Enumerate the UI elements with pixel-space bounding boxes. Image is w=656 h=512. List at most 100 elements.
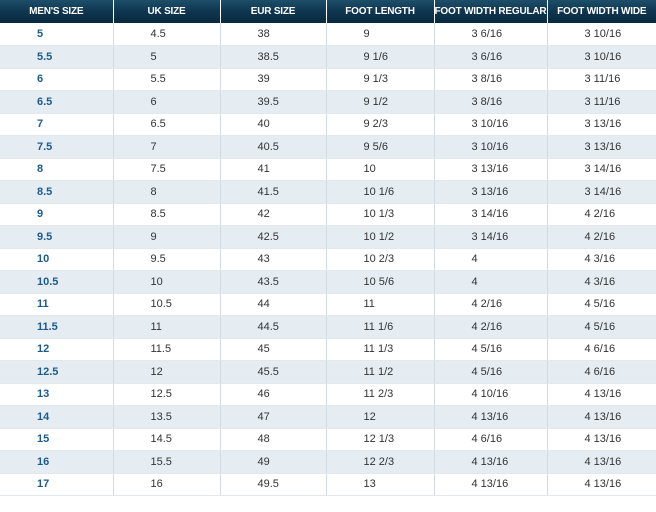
cell-mens-size: 12 — [0, 338, 114, 361]
cell-eur-size: 43 — [220, 248, 327, 271]
cell-mens-size: 16 — [0, 450, 114, 474]
cell-foot-width-wide: 4 5/16 — [547, 315, 656, 339]
table-body: 5 4.5 38 9 3 6/16 3 10/16 5.5 5 38.5 9 1/6 3 6/16 3… — [0, 23, 656, 496]
cell-uk-size: 10.5 — [113, 293, 221, 316]
cell-mens-size: 10.5 — [0, 270, 114, 294]
cell-mens-size: 6.5 — [0, 90, 114, 114]
cell-eur-size: 45.5 — [220, 360, 327, 384]
header-eur-size: EUR SIZE — [220, 0, 327, 23]
table-row: 8.5 8 41.5 10 1/6 3 13/16 3 14/16 — [0, 180, 656, 204]
cell-uk-size: 12 — [113, 360, 221, 384]
cell-foot-length: 11 1/3 — [326, 338, 435, 361]
cell-uk-size: 11 — [113, 315, 221, 339]
cell-foot-width-wide: 4 2/16 — [547, 225, 656, 249]
cell-foot-width-wide: 4 3/16 — [547, 270, 656, 294]
cell-uk-size: 8.5 — [113, 203, 221, 226]
cell-eur-size: 41.5 — [220, 180, 327, 204]
cell-foot-length: 10 1/6 — [326, 180, 435, 204]
table-row: 15 14.5 48 12 1/3 4 6/16 4 13/16 — [0, 428, 656, 451]
cell-foot-width-wide: 3 14/16 — [547, 180, 656, 204]
cell-eur-size: 49 — [220, 450, 327, 474]
cell-foot-width-wide: 4 3/16 — [547, 248, 656, 271]
cell-uk-size: 10 — [113, 270, 221, 294]
cell-foot-width-wide: 4 13/16 — [547, 428, 656, 451]
cell-eur-size: 45 — [220, 338, 327, 361]
cell-foot-width-wide: 3 14/16 — [547, 158, 656, 181]
cell-foot-length: 12 1/3 — [326, 428, 435, 451]
cell-uk-size: 9 — [113, 225, 221, 249]
cell-uk-size: 4.5 — [113, 23, 221, 46]
cell-foot-width-regular: 4 2/16 — [434, 315, 548, 339]
table-row: 17 16 49.5 13 4 13/16 4 13/16 — [0, 473, 656, 496]
header-row: MEN'S SIZE UK SIZE EUR SIZE FOOT LENGTH … — [0, 0, 656, 23]
cell-uk-size: 8 — [113, 180, 221, 204]
cell-foot-width-wide: 4 2/16 — [547, 203, 656, 226]
cell-foot-width-regular: 4 13/16 — [434, 473, 548, 496]
cell-foot-length: 10 1/3 — [326, 203, 435, 226]
cell-eur-size: 49.5 — [220, 473, 327, 496]
cell-foot-width-regular: 3 10/16 — [434, 135, 548, 159]
table-row: 10 9.5 43 10 2/3 4 4 3/16 — [0, 248, 656, 271]
cell-uk-size: 15.5 — [113, 450, 221, 474]
cell-eur-size: 48 — [220, 428, 327, 451]
cell-foot-width-wide: 3 13/16 — [547, 135, 656, 159]
table-row: 5 4.5 38 9 3 6/16 3 10/16 — [0, 23, 656, 46]
cell-foot-width-regular: 3 8/16 — [434, 68, 548, 91]
table-row: 12 11.5 45 11 1/3 4 5/16 4 6/16 — [0, 338, 656, 361]
table-header: MEN'S SIZE UK SIZE EUR SIZE FOOT LENGTH … — [0, 0, 656, 23]
header-foot-width-wide: FOOT WIDTH WIDE — [547, 0, 656, 23]
cell-eur-size: 46 — [220, 383, 327, 406]
cell-foot-width-regular: 4 13/16 — [434, 405, 548, 429]
cell-foot-length: 11 — [326, 293, 435, 316]
cell-eur-size: 42 — [220, 203, 327, 226]
cell-mens-size: 6 — [0, 68, 114, 91]
table-row: 12.5 12 45.5 11 1/2 4 5/16 4 6/16 — [0, 360, 656, 384]
cell-foot-length: 12 2/3 — [326, 450, 435, 474]
cell-foot-width-regular: 4 10/16 — [434, 383, 548, 406]
table-row: 6 5.5 39 9 1/3 3 8/16 3 11/16 — [0, 68, 656, 91]
cell-foot-width-wide: 4 13/16 — [547, 473, 656, 496]
cell-foot-length: 10 2/3 — [326, 248, 435, 271]
table-row: 6.5 6 39.5 9 1/2 3 8/16 3 11/16 — [0, 90, 656, 114]
cell-mens-size: 11.5 — [0, 315, 114, 339]
cell-mens-size: 8 — [0, 158, 114, 181]
cell-foot-width-regular: 3 14/16 — [434, 225, 548, 249]
cell-foot-width-wide: 4 6/16 — [547, 360, 656, 384]
cell-eur-size: 38 — [220, 23, 327, 46]
cell-foot-width-regular: 3 6/16 — [434, 45, 548, 69]
cell-uk-size: 6 — [113, 90, 221, 114]
table-row: 7.5 7 40.5 9 5/6 3 10/16 3 13/16 — [0, 135, 656, 159]
table-row: 16 15.5 49 12 2/3 4 13/16 4 13/16 — [0, 450, 656, 474]
cell-foot-length: 9 2/3 — [326, 113, 435, 136]
cell-eur-size: 43.5 — [220, 270, 327, 294]
cell-uk-size: 14.5 — [113, 428, 221, 451]
table-row: 9 8.5 42 10 1/3 3 14/16 4 2/16 — [0, 203, 656, 226]
cell-eur-size: 39 — [220, 68, 327, 91]
cell-foot-width-regular: 4 13/16 — [434, 450, 548, 474]
cell-foot-length: 10 — [326, 158, 435, 181]
cell-uk-size: 5.5 — [113, 68, 221, 91]
header-mens-size: MEN'S SIZE — [0, 0, 114, 23]
table-row: 5.5 5 38.5 9 1/6 3 6/16 3 10/16 — [0, 45, 656, 69]
cell-mens-size: 13 — [0, 383, 114, 406]
cell-uk-size: 11.5 — [113, 338, 221, 361]
cell-foot-width-regular: 4 5/16 — [434, 338, 548, 361]
cell-foot-width-wide: 3 10/16 — [547, 23, 656, 46]
cell-uk-size: 5 — [113, 45, 221, 69]
cell-foot-length: 10 1/2 — [326, 225, 435, 249]
cell-mens-size: 5.5 — [0, 45, 114, 69]
cell-foot-width-wide: 3 10/16 — [547, 45, 656, 69]
cell-uk-size: 16 — [113, 473, 221, 496]
cell-mens-size: 9 — [0, 203, 114, 226]
cell-mens-size: 9.5 — [0, 225, 114, 249]
cell-mens-size: 15 — [0, 428, 114, 451]
cell-foot-width-wide: 4 13/16 — [547, 450, 656, 474]
cell-foot-width-regular: 3 10/16 — [434, 113, 548, 136]
cell-foot-length: 10 5/6 — [326, 270, 435, 294]
cell-uk-size: 7.5 — [113, 158, 221, 181]
cell-foot-width-regular: 3 14/16 — [434, 203, 548, 226]
cell-uk-size: 13.5 — [113, 405, 221, 429]
cell-mens-size: 10 — [0, 248, 114, 271]
cell-uk-size: 7 — [113, 135, 221, 159]
cell-eur-size: 39.5 — [220, 90, 327, 114]
